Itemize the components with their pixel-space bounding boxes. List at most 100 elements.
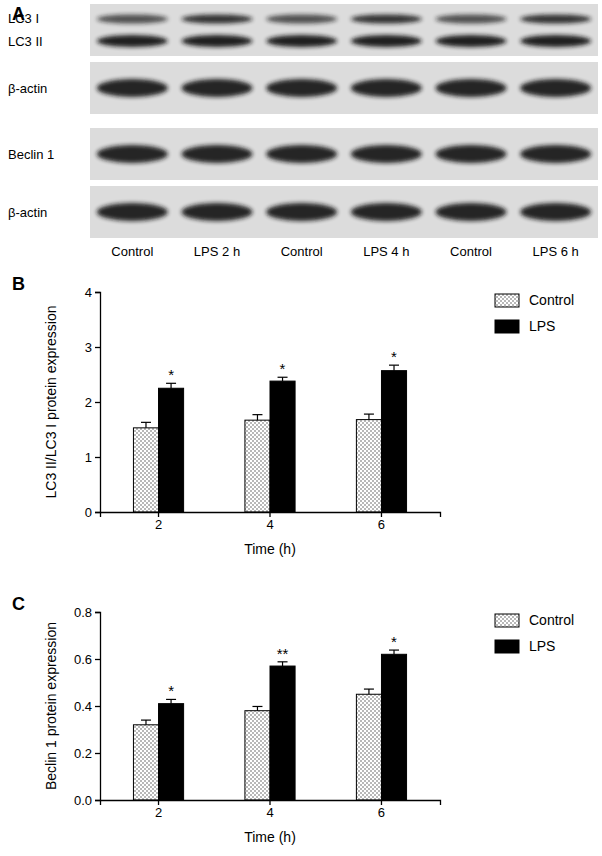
blot-lane-label: Control (111, 244, 153, 259)
error-bar (252, 706, 262, 710)
x-tick: 4 (266, 800, 273, 820)
blot-lane-label: Control (450, 244, 492, 259)
figure: ALC3 ILC3 IIβ-actinBeclin 1β-actinContro… (0, 0, 602, 856)
error-bar (141, 720, 151, 725)
error-cap (364, 688, 374, 689)
legend-swatch (495, 614, 519, 627)
x-tick: 6 (378, 800, 385, 820)
error-bar (141, 422, 151, 428)
blot-strip (90, 128, 598, 180)
y-tick-label: 0.6 (74, 652, 92, 667)
blot-band (520, 79, 591, 97)
legend-label: Control (529, 612, 574, 628)
legend: ControlLPS (495, 292, 574, 334)
y-tick-label: 0.4 (74, 699, 92, 714)
blot-row-label: LC3 II (8, 34, 43, 49)
axis-line (95, 293, 101, 513)
error-cap (364, 414, 374, 415)
error-stem (282, 662, 283, 666)
blot-band (97, 145, 168, 163)
blot-band (351, 15, 422, 24)
error-bar (389, 365, 399, 371)
error-bar (364, 689, 374, 694)
legend-label: Control (529, 292, 574, 308)
bar (270, 666, 295, 800)
y-tick-label: 3 (85, 340, 92, 355)
bar (245, 711, 270, 800)
y-tick-mark (95, 402, 100, 403)
blot-band (520, 145, 591, 163)
blot-lane-label: LPS 4 h (363, 244, 409, 259)
chart: C****0.00.20.40.60.8246Time (h)Beclin 1 … (12, 594, 574, 845)
y-tick-label: 1 (85, 450, 92, 465)
y-tick: 0.8 (74, 605, 100, 620)
x-tick: 6 (378, 512, 385, 532)
blot-band (435, 15, 506, 24)
blot-band (435, 203, 506, 221)
legend-swatch (495, 320, 519, 333)
x-axis-title: Time (h) (244, 829, 296, 845)
bar (356, 420, 381, 512)
blot-band (181, 79, 252, 97)
error-cap (252, 706, 262, 707)
legend-swatch (495, 294, 519, 307)
y-tick-mark (95, 659, 100, 660)
error-stem (170, 699, 171, 703)
x-tick-label: 4 (266, 805, 273, 820)
x-tick-label: 6 (378, 805, 385, 820)
y-tick: 1 (85, 450, 100, 465)
significance-label: * (391, 348, 397, 365)
x-axis: 246 (101, 800, 441, 820)
blot (90, 4, 598, 238)
error-stem (368, 689, 369, 694)
error-bar (278, 662, 288, 666)
significance-label: ** (277, 645, 289, 662)
error-stem (393, 650, 394, 654)
x-tick-label: 2 (155, 517, 162, 532)
error-cap (141, 719, 151, 720)
legend-swatch (495, 640, 519, 653)
blot-lane-label: LPS 2 h (194, 244, 240, 259)
error-bar (166, 383, 176, 388)
legend-label: LPS (529, 638, 555, 654)
blot-band (181, 145, 252, 163)
y-tick: 0 (85, 505, 100, 520)
error-stem (393, 365, 394, 371)
error-stem (368, 414, 369, 420)
significance-label: * (168, 682, 174, 699)
bar (381, 654, 406, 800)
y-tick-mark (95, 800, 100, 801)
bar (133, 725, 158, 800)
blot-band (351, 35, 422, 47)
bar (356, 694, 381, 800)
y-axis-title: Beclin 1 protein expression (43, 622, 59, 790)
blot-lane-label: LPS 6 h (533, 244, 579, 259)
bar (133, 428, 158, 512)
blot-band (435, 145, 506, 163)
blot-band (435, 35, 506, 47)
y-tick-label: 2 (85, 395, 92, 410)
blot-band (266, 203, 337, 221)
chart: B***01234246Time (h)LC3 II/LC3 I protein… (12, 274, 574, 557)
error-stem (145, 720, 146, 725)
blot-band (351, 203, 422, 221)
y-axis-title: LC3 II/LC3 I protein expression (43, 306, 59, 499)
y-tick-label: 0 (85, 505, 92, 520)
y-tick-label: 0.0 (74, 793, 92, 808)
blot-strip (90, 186, 598, 238)
bar (270, 381, 295, 512)
error-stem (145, 422, 146, 428)
y-axis: 01234 (85, 285, 101, 520)
blot-band (520, 35, 591, 47)
blot-lane-label: Control (281, 244, 323, 259)
y-tick-mark (95, 706, 100, 707)
blot-strip (90, 4, 598, 56)
blot-row-label: β-actin (8, 205, 47, 220)
significance-label: * (391, 633, 397, 650)
significance-label: * (168, 366, 174, 383)
error-bar (364, 414, 374, 420)
blot-band (181, 15, 252, 24)
blot-band (266, 35, 337, 47)
plot-area (133, 365, 406, 512)
error-stem (257, 706, 258, 710)
